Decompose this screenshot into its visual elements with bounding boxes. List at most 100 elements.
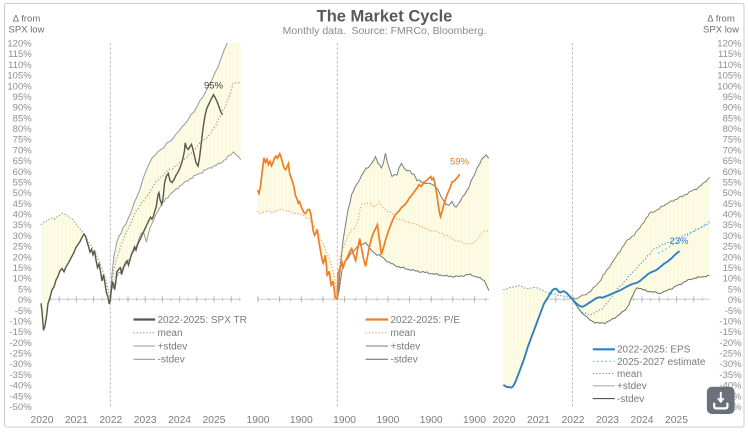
svg-text:35%: 35% (13, 220, 33, 231)
svg-text:50%: 50% (13, 188, 33, 199)
svg-text:85%: 85% (723, 113, 743, 124)
svg-text:60%: 60% (723, 167, 743, 178)
svg-text:-25%: -25% (10, 349, 33, 360)
svg-text:95%: 95% (13, 92, 33, 103)
svg-text:SPX low: SPX low (703, 25, 739, 36)
svg-text:55%: 55% (13, 178, 33, 189)
svg-text:2022-2025: P/E: 2022-2025: P/E (391, 315, 461, 326)
svg-text:105%: 105% (7, 71, 32, 82)
svg-text:-20%: -20% (719, 338, 742, 349)
svg-text:45%: 45% (723, 199, 743, 210)
svg-text:2022-2025: SPX TR: 2022-2025: SPX TR (158, 315, 247, 326)
svg-text:-30%: -30% (719, 359, 742, 370)
svg-text:65%: 65% (723, 156, 743, 167)
svg-text:20%: 20% (13, 252, 33, 263)
svg-text:Δ from: Δ from (13, 14, 41, 25)
svg-text:105%: 105% (717, 71, 742, 82)
svg-text:-stdev: -stdev (391, 355, 418, 366)
svg-text:The Market Cycle: The Market Cycle (317, 8, 453, 26)
svg-text:120%: 120% (717, 39, 742, 50)
svg-text:5%: 5% (18, 284, 32, 295)
svg-text:1900: 1900 (290, 415, 313, 426)
svg-text:10%: 10% (723, 274, 743, 285)
svg-text:110%: 110% (8, 60, 32, 71)
svg-text:95%: 95% (204, 81, 224, 92)
svg-text:40%: 40% (13, 210, 33, 221)
svg-text:2020: 2020 (493, 415, 516, 426)
svg-text:70%: 70% (723, 145, 743, 156)
svg-text:+stdev: +stdev (391, 341, 421, 352)
svg-text:0%: 0% (728, 295, 742, 306)
svg-text:-35%: -35% (10, 370, 33, 381)
svg-text:2025: 2025 (665, 415, 688, 426)
svg-text:95%: 95% (723, 92, 743, 103)
svg-text:-45%: -45% (10, 391, 33, 402)
svg-text:2020: 2020 (31, 415, 54, 426)
svg-text:1900: 1900 (247, 415, 270, 426)
svg-text:-stdev: -stdev (617, 394, 644, 405)
svg-text:+stdev: +stdev (158, 341, 188, 352)
svg-text:mean: mean (391, 328, 416, 339)
svg-text:2024: 2024 (631, 415, 654, 426)
svg-text:55%: 55% (723, 178, 743, 189)
svg-text:-40%: -40% (10, 381, 33, 392)
svg-text:15%: 15% (723, 263, 743, 274)
svg-text:115%: 115% (8, 49, 32, 60)
svg-text:30%: 30% (723, 231, 743, 242)
svg-text:100%: 100% (717, 81, 742, 92)
svg-text:15%: 15% (13, 263, 33, 274)
svg-text:80%: 80% (13, 124, 33, 135)
svg-text:35%: 35% (723, 220, 743, 231)
svg-text:2023: 2023 (596, 415, 619, 426)
svg-text:75%: 75% (13, 135, 33, 146)
svg-text:23%: 23% (669, 236, 689, 247)
svg-text:0%: 0% (18, 295, 32, 306)
svg-text:50%: 50% (723, 188, 743, 199)
svg-text:mean: mean (617, 369, 642, 380)
svg-text:2025: 2025 (203, 415, 226, 426)
svg-text:65%: 65% (13, 156, 33, 167)
svg-text:-35%: -35% (719, 370, 742, 381)
svg-text:90%: 90% (723, 103, 743, 114)
svg-text:Monthly data. Source: FMRCo,: Monthly data. Source: FMRCo, Bloomberg. (283, 25, 487, 37)
svg-text:100%: 100% (7, 81, 32, 92)
svg-text:2024: 2024 (168, 415, 191, 426)
svg-text:70%: 70% (13, 145, 33, 156)
svg-text:10%: 10% (13, 274, 33, 285)
svg-text:Δ from: Δ from (707, 14, 735, 25)
svg-text:2021: 2021 (65, 415, 88, 426)
svg-text:-50%: -50% (10, 402, 33, 413)
svg-text:2025-2027 estimate: 2025-2027 estimate (617, 357, 706, 368)
svg-text:1900: 1900 (463, 415, 486, 426)
svg-text:-25%: -25% (719, 349, 742, 360)
svg-text:2022: 2022 (562, 415, 585, 426)
svg-text:115%: 115% (718, 49, 742, 60)
svg-text:40%: 40% (723, 210, 743, 221)
svg-text:80%: 80% (723, 124, 743, 135)
svg-text:+stdev: +stdev (617, 381, 647, 392)
svg-text:-30%: -30% (10, 359, 33, 370)
svg-text:2022: 2022 (99, 415, 122, 426)
svg-text:-15%: -15% (719, 327, 742, 338)
svg-text:75%: 75% (723, 135, 743, 146)
svg-text:5%: 5% (728, 284, 742, 295)
svg-text:25%: 25% (13, 242, 33, 253)
svg-text:1900: 1900 (420, 415, 443, 426)
svg-text:1900: 1900 (376, 415, 399, 426)
svg-text:2021: 2021 (527, 415, 550, 426)
svg-text:SPX low: SPX low (9, 25, 45, 36)
svg-text:20%: 20% (723, 252, 743, 263)
svg-text:-15%: -15% (10, 327, 33, 338)
svg-text:-5%: -5% (15, 306, 32, 317)
svg-text:-10%: -10% (719, 316, 742, 327)
svg-text:45%: 45% (13, 199, 33, 210)
svg-text:110%: 110% (718, 60, 742, 71)
svg-text:-20%: -20% (10, 338, 33, 349)
svg-text:-10%: -10% (10, 316, 33, 327)
svg-text:1900: 1900 (333, 415, 356, 426)
svg-text:-5%: -5% (725, 306, 742, 317)
svg-text:2022-2025: EPS: 2022-2025: EPS (617, 345, 691, 356)
svg-text:-stdev: -stdev (158, 355, 185, 366)
svg-text:mean: mean (158, 328, 183, 339)
svg-text:25%: 25% (723, 242, 743, 253)
